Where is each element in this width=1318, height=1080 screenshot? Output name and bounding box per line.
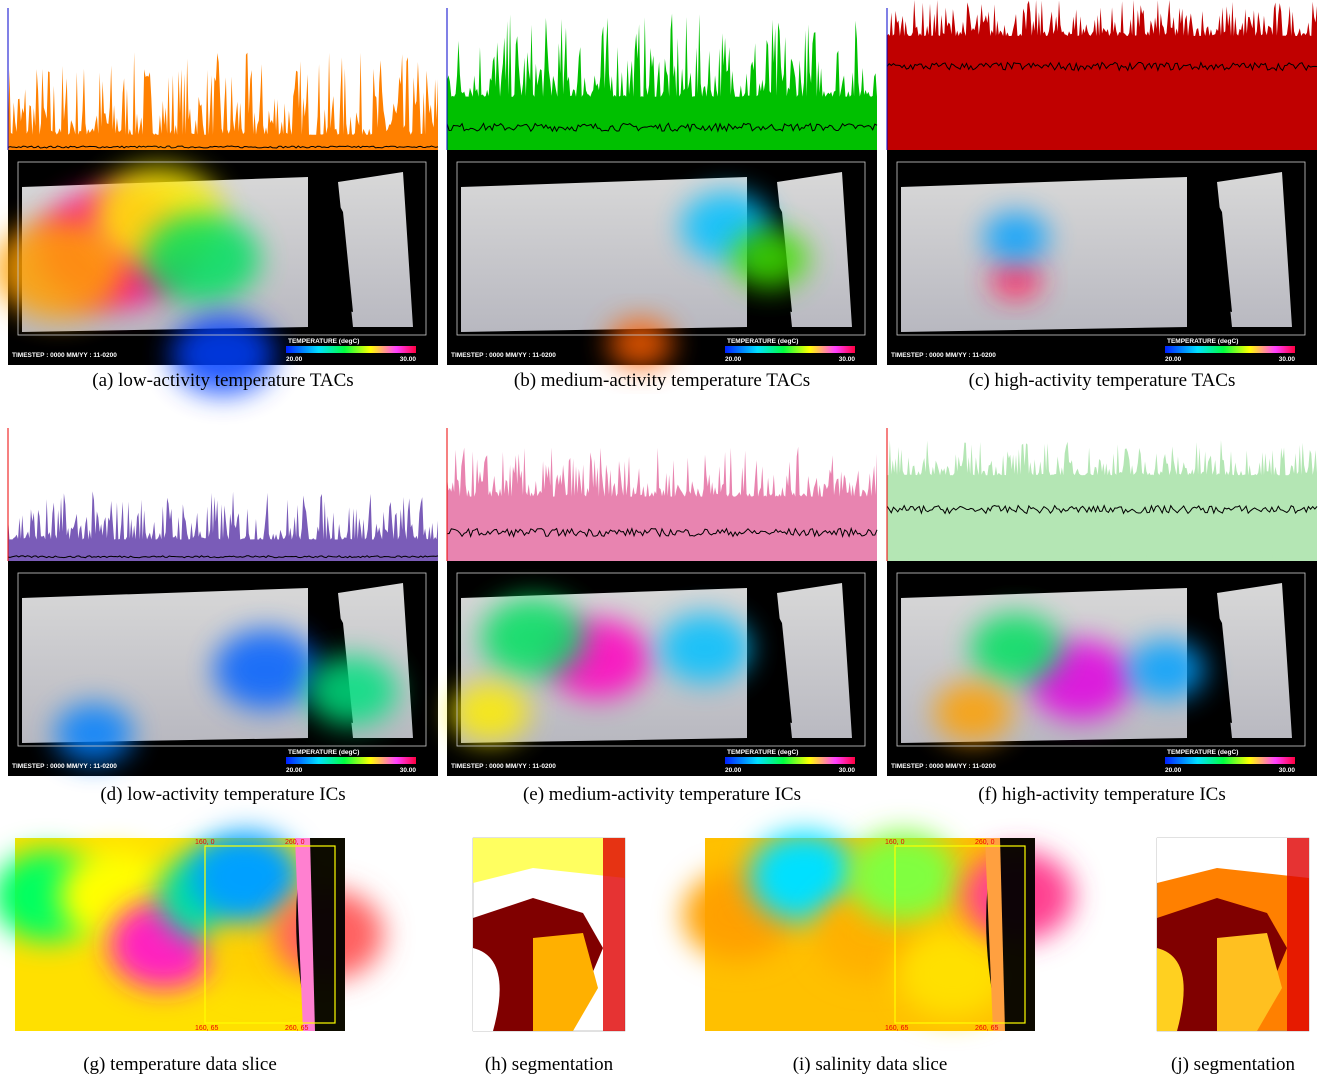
timestep-label: TIMESTEP : 0000 MM/YY : 11-0200 xyxy=(12,352,117,359)
timestep-label: TIMESTEP : 0000 MM/YY : 11-0200 xyxy=(891,763,996,770)
temperature-blob xyxy=(934,682,1012,742)
signal-area xyxy=(887,0,1317,150)
colorbar-title: TEMPERATURE (degC) xyxy=(727,338,798,345)
temperature-blob xyxy=(660,613,751,683)
slice-coordinate: 260, 65 xyxy=(285,1025,308,1032)
colorbar-min: 20.00 xyxy=(725,767,742,774)
colorbar-max: 30.00 xyxy=(839,767,856,774)
caption: (f) high-activity temperature ICs xyxy=(978,784,1225,805)
slice-coordinate: 260, 0 xyxy=(975,839,995,846)
temperature-blob xyxy=(143,214,260,304)
colorbar-max: 30.00 xyxy=(1279,767,1296,774)
colorbar-min: 20.00 xyxy=(1165,767,1182,774)
colorbar-title: TEMPERATURE (degC) xyxy=(288,338,359,345)
ocean-surface xyxy=(901,172,1292,332)
temperature-blob xyxy=(971,613,1062,683)
panel: TIMESTEP : 0000 MM/YY : 11-0200 TEMPERATU… xyxy=(887,0,1317,391)
seg-region xyxy=(603,838,625,1031)
slice-coordinate: 260, 0 xyxy=(285,839,305,846)
panel: TIMESTEP : 0000 MM/YY : 11-0200 TEMPERATU… xyxy=(0,8,438,394)
temperature-blob xyxy=(608,319,673,369)
caption: (d) low-activity temperature ICs xyxy=(100,784,345,805)
temperature-blob xyxy=(307,656,398,726)
colorbar-min: 20.00 xyxy=(725,356,742,363)
colorbar xyxy=(286,757,416,764)
slice-coordinate: 160, 0 xyxy=(195,839,215,846)
panel: TIMESTEP : 0000 MM/YY : 11-0200 TEMPERATU… xyxy=(447,8,877,391)
colorbar-title: TEMPERATURE (degC) xyxy=(1167,338,1238,345)
timestep-label: TIMESTEP : 0000 MM/YY : 11-0200 xyxy=(12,763,117,770)
signal-area xyxy=(447,447,877,561)
caption: (h) segmentation xyxy=(485,1054,614,1075)
panel: TIMESTEP : 0000 MM/YY : 11-0200 TEMPERATU… xyxy=(8,428,438,805)
colorbar-max: 30.00 xyxy=(839,356,856,363)
temperature-blob xyxy=(55,703,133,763)
temperature-blob xyxy=(1128,640,1206,700)
colorbar xyxy=(725,346,855,353)
seg-region xyxy=(1287,838,1309,1031)
slice-coordinate: 260, 65 xyxy=(975,1025,998,1032)
slice-coordinate: 160, 0 xyxy=(885,839,905,846)
slice-coordinate: 160, 65 xyxy=(885,1025,908,1032)
caption: (g) temperature data slice xyxy=(83,1054,277,1075)
colorbar xyxy=(725,757,855,764)
colorbar xyxy=(286,346,416,353)
colorbar-max: 30.00 xyxy=(400,356,417,363)
colorbar-title: TEMPERATURE (degC) xyxy=(727,749,798,756)
colorbar-max: 30.00 xyxy=(1279,356,1296,363)
temperature-blob xyxy=(731,229,809,289)
colorbar-title: TEMPERATURE (degC) xyxy=(288,749,359,756)
colorbar-min: 20.00 xyxy=(286,356,303,363)
panel: TIMESTEP : 0000 MM/YY : 11-0200 TEMPERATU… xyxy=(887,428,1317,805)
colorbar xyxy=(1165,757,1295,764)
signal-area xyxy=(8,491,438,561)
temperature-blob xyxy=(984,212,1049,262)
colorbar-max: 30.00 xyxy=(400,767,417,774)
caption: (e) medium-activity temperature ICs xyxy=(523,784,801,805)
signal-area xyxy=(887,440,1317,561)
slice-coordinate: 160, 65 xyxy=(195,1025,218,1032)
caption: (a) low-activity temperature TACs xyxy=(92,370,353,391)
timestep-label: TIMESTEP : 0000 MM/YY : 11-0200 xyxy=(891,352,996,359)
temperature-blob xyxy=(214,630,318,710)
colorbar xyxy=(1165,346,1295,353)
panel: TIMESTEP : 0000 MM/YY : 11-0200 TEMPERATU… xyxy=(447,428,877,805)
colorbar-min: 20.00 xyxy=(286,767,303,774)
colorbar-min: 20.00 xyxy=(1165,356,1182,363)
caption: (c) high-activity temperature TACs xyxy=(969,370,1236,391)
signal-area xyxy=(8,52,438,150)
temperature-blob xyxy=(481,598,585,678)
caption: (j) segmentation xyxy=(1171,1054,1295,1075)
temperature-blob xyxy=(990,260,1042,300)
timestep-label: TIMESTEP : 0000 MM/YY : 11-0200 xyxy=(451,352,556,359)
figure: TIMESTEP : 0000 MM/YY : 11-0200 TEMPERATU… xyxy=(0,0,1318,1080)
temperature-blob xyxy=(451,682,529,742)
caption: (b) medium-activity temperature TACs xyxy=(514,370,810,391)
timestep-label: TIMESTEP : 0000 MM/YY : 11-0200 xyxy=(451,763,556,770)
caption: (i) salinity data slice xyxy=(793,1054,948,1075)
colorbar-title: TEMPERATURE (degC) xyxy=(1167,749,1238,756)
